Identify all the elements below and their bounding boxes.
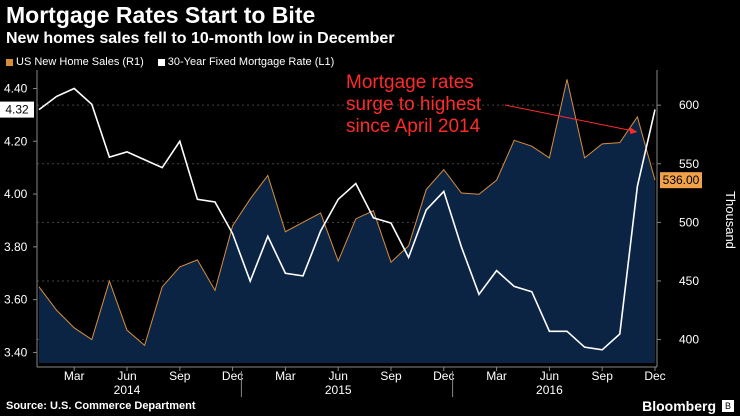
- x-axis-tick-label: Jun: [540, 369, 559, 383]
- annotation-text: surge to highest: [346, 94, 482, 115]
- x-axis-tick-label: Mar: [486, 369, 507, 383]
- annotation-arrow-line: [504, 104, 634, 132]
- left-axis-tick-label: 3.80: [4, 240, 28, 254]
- home-sales-area: [39, 79, 655, 363]
- x-axis-year-label: 2014: [114, 383, 141, 397]
- x-axis-tick-label: Sep: [169, 369, 191, 383]
- x-axis-tick-label: Dec: [644, 369, 665, 383]
- mortgage-rate-last-value-box: [0, 101, 34, 118]
- x-axis-tick-label: Sep: [592, 369, 614, 383]
- legend-label-mortgage-rate: 30-Year Fixed Mortgage Rate (L1): [167, 56, 335, 68]
- legend-label-home-sales: US New Home Sales (R1): [16, 56, 144, 68]
- x-axis-tick-label: Sep: [380, 369, 402, 383]
- mortgage-rate-last-value-label: 4.32: [5, 103, 29, 117]
- annotation-text: since April 2014: [346, 116, 481, 137]
- source-note: Source: U.S. Commerce Department: [6, 400, 196, 412]
- brand-name: Bloomberg: [642, 398, 716, 414]
- x-axis-tick-label: Jun: [329, 369, 348, 383]
- left-axis-tick-label: 4.00: [4, 187, 28, 201]
- annotation-arrow-head: [629, 127, 638, 134]
- legend-swatch-mortgage-rate: [157, 58, 165, 66]
- left-axis-tick-label: 3.40: [4, 345, 28, 359]
- x-axis-tick-label: Dec: [222, 369, 243, 383]
- left-axis-tick-label: 3.60: [4, 293, 28, 307]
- home-sales-line: [38, 79, 656, 347]
- left-axis-tick-label: 4.40: [4, 81, 28, 95]
- right-axis-tick-label: 400: [679, 333, 699, 347]
- x-axis-tick-label: Mar: [275, 369, 296, 383]
- x-axis-year-label: 2015: [325, 383, 352, 397]
- right-axis-tick-label: 450: [679, 274, 699, 288]
- bloomberg-logo-icon: B: [722, 400, 734, 412]
- mortgage-rate-line: [38, 87, 656, 351]
- chart-legend: US New Home Sales (R1) 30-Year Fixed Mor…: [6, 56, 334, 68]
- left-axis-tick-label: 4.20: [4, 134, 28, 148]
- home-sales-last-value-label: 536.00: [663, 173, 700, 187]
- x-axis-tick-label: Mar: [64, 369, 85, 383]
- annotation-text: Mortgage rates: [346, 72, 474, 93]
- home-sales-last-value-box: [660, 172, 702, 189]
- right-axis-tick-label: 500: [679, 215, 699, 229]
- right-axis-tick-label: 550: [679, 157, 699, 171]
- right-axis-label: Thousand: [723, 191, 738, 249]
- x-axis-tick-label: Dec: [433, 369, 454, 383]
- page-subtitle: New homes sales fell to 10-month low in …: [6, 30, 395, 47]
- x-axis-tick-label: Jun: [117, 369, 136, 383]
- legend-item-home-sales: US New Home Sales (R1): [6, 56, 144, 68]
- legend-item-mortgage-rate: 30-Year Fixed Mortgage Rate (L1): [157, 56, 335, 68]
- right-axis-tick-label: 600: [679, 98, 699, 112]
- x-axis-year-label: 2016: [536, 383, 563, 397]
- legend-swatch-home-sales: [6, 58, 13, 66]
- page-title: Mortgage Rates Start to Bite: [6, 2, 316, 28]
